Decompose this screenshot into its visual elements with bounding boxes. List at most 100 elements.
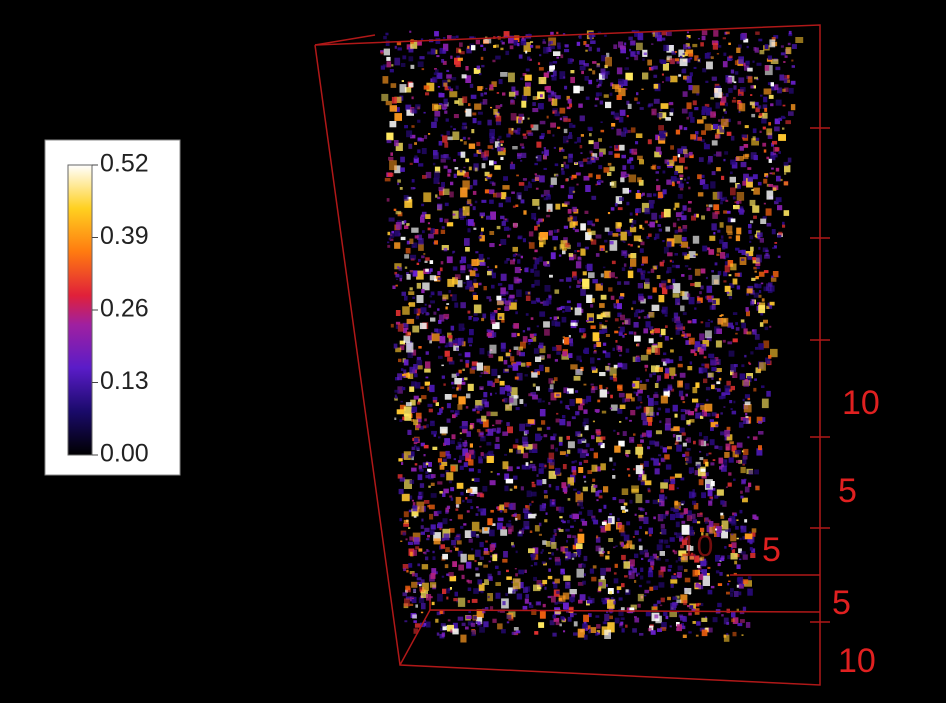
- voxel: [595, 615, 600, 618]
- voxel: [768, 94, 774, 99]
- voxel: [688, 631, 692, 634]
- voxel: [531, 300, 537, 304]
- voxel: [427, 534, 430, 538]
- voxel: [425, 556, 429, 561]
- voxel: [530, 317, 534, 320]
- voxel: [754, 270, 757, 273]
- voxel: [385, 100, 392, 106]
- voxel: [454, 267, 457, 270]
- voxel: [590, 325, 596, 329]
- voxel: [424, 418, 427, 422]
- voxel: [406, 272, 409, 275]
- voxel: [544, 464, 547, 468]
- voxel: [525, 82, 531, 87]
- voxel: [771, 85, 777, 91]
- voxel: [566, 539, 568, 543]
- voxel: [602, 350, 607, 354]
- voxel: [430, 493, 437, 498]
- voxel: [642, 474, 647, 481]
- voxel: [686, 515, 692, 521]
- voxel: [774, 200, 779, 205]
- voxel: [442, 492, 446, 497]
- voxel: [692, 519, 697, 524]
- voxel: [607, 171, 612, 176]
- voxel: [698, 479, 704, 486]
- voxel: [541, 133, 545, 138]
- voxel: [738, 558, 742, 561]
- voxel: [474, 559, 477, 563]
- voxel: [768, 184, 774, 187]
- voxel: [662, 170, 666, 174]
- voxel: [755, 31, 760, 35]
- voxel: [554, 609, 562, 615]
- voxel: [634, 616, 637, 618]
- voxel: [710, 56, 714, 59]
- voxel: [395, 325, 399, 329]
- voxel: [596, 84, 600, 88]
- voxel: [409, 536, 414, 541]
- voxel: [727, 341, 733, 345]
- voxel: [726, 225, 733, 233]
- voxel: [427, 505, 430, 508]
- voxel: [441, 537, 445, 542]
- voxel: [424, 135, 428, 140]
- voxel: [630, 604, 637, 610]
- voxel: [590, 238, 594, 242]
- voxel: [715, 570, 720, 574]
- voxel: [508, 227, 512, 231]
- voxel: [393, 343, 398, 349]
- voxel: [670, 478, 676, 485]
- voxel: [462, 215, 467, 218]
- voxel: [412, 589, 417, 593]
- voxel: [459, 51, 465, 55]
- voxel: [745, 416, 749, 418]
- voxel: [690, 283, 695, 287]
- voxel: [536, 474, 539, 477]
- voxel: [400, 167, 405, 172]
- voxel: [404, 199, 413, 208]
- voxel: [788, 33, 793, 37]
- voxel: [645, 499, 650, 504]
- voxel: [404, 620, 408, 623]
- voxel: [718, 395, 724, 400]
- voxel: [760, 282, 764, 285]
- voxel: [701, 130, 706, 135]
- voxel: [531, 555, 535, 561]
- voxel: [638, 507, 643, 510]
- voxel: [504, 218, 507, 221]
- voxel: [486, 441, 492, 446]
- voxel: [578, 555, 581, 558]
- voxel: [580, 366, 584, 371]
- voxel: [513, 395, 519, 399]
- voxel: [428, 133, 431, 135]
- voxel: [400, 368, 404, 371]
- voxel: [620, 47, 626, 54]
- voxel: [578, 599, 583, 604]
- voxel: [512, 444, 519, 449]
- voxel: [695, 412, 702, 419]
- voxel: [674, 473, 682, 478]
- voxel: [437, 203, 443, 210]
- voxel: [692, 387, 698, 394]
- voxel: [531, 284, 535, 288]
- voxel: [519, 143, 524, 147]
- voxel: [730, 533, 737, 542]
- voxel: [506, 291, 509, 295]
- voxel: [593, 346, 596, 349]
- voxel: [435, 69, 439, 73]
- voxel: [625, 452, 629, 456]
- voxel: [693, 213, 698, 218]
- voxel: [615, 228, 621, 232]
- voxel: [693, 554, 696, 557]
- voxel: [736, 584, 740, 588]
- voxel: [751, 105, 755, 109]
- voxel: [412, 614, 417, 619]
- voxel: [580, 223, 586, 231]
- voxel: [431, 420, 434, 424]
- voxel: [731, 618, 735, 623]
- voxel: [730, 135, 735, 141]
- voxel: [609, 615, 613, 620]
- voxel: [688, 545, 694, 551]
- voxel: [775, 167, 780, 172]
- voxel: [616, 128, 622, 136]
